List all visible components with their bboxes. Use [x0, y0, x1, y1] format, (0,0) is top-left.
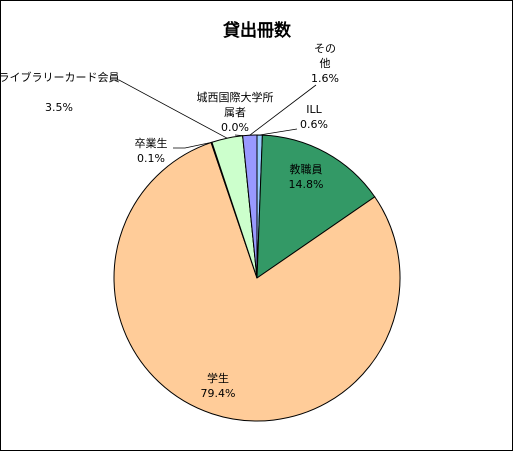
- leader-line-slice-7: [249, 84, 317, 136]
- data-label-value-slice-2: 14.8%: [289, 178, 324, 191]
- data-label-value-slice-4: 0.1%: [137, 152, 165, 165]
- chart-title: 貸出冊数: [222, 20, 292, 41]
- pie-slice-3: [113, 141, 401, 422]
- data-label-name-slice-1: ILL: [306, 103, 322, 116]
- data-label-name-slice-7-line2: 他: [320, 57, 331, 70]
- pie-slice-7: [242, 134, 258, 279]
- leader-line-slice-1: [259, 128, 298, 136]
- leader-line-slice-4: [173, 142, 212, 149]
- data-label-value-slice-6: 0.0%: [221, 121, 249, 134]
- data-label-name-slice-7: その: [314, 42, 336, 55]
- pie-slice-2: [256, 134, 376, 279]
- data-label-value-slice-5: 3.5%: [45, 101, 73, 114]
- leader-line-slice-5: [111, 79, 228, 139]
- data-label-name-slice-4: 卒業生: [135, 136, 168, 150]
- data-label-value-slice-3: 79.4%: [201, 387, 236, 400]
- data-label-name-slice-3: 学生: [207, 371, 229, 385]
- data-label-name-slice-6-line2: 属者: [224, 106, 246, 119]
- data-label-name-slice-5: ライブラリーカード会員: [1, 70, 120, 84]
- data-label-name-slice-6: 城西国際大学所: [197, 90, 274, 104]
- data-label-value-slice-7: 1.6%: [311, 72, 339, 85]
- data-label-value-slice-1: 0.6%: [300, 118, 328, 131]
- data-label-name-slice-2: 教職員: [290, 163, 323, 176]
